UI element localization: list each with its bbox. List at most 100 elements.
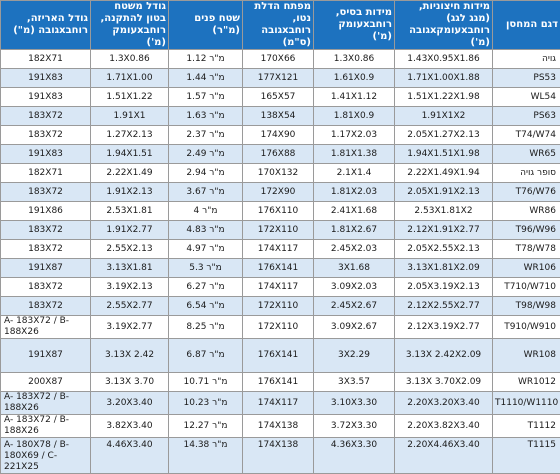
concrete-pad-cell: 4.46X3.40: [91, 438, 169, 474]
interior-area-cell: מ"ר 1.57: [169, 88, 243, 107]
concrete-pad-cell: 3.13X 3.70: [91, 373, 169, 392]
door-opening-cell: 172X110: [243, 297, 314, 316]
model-name-cell: WR106: [493, 259, 560, 278]
concrete-pad-cell: 1.91X1: [91, 107, 169, 126]
model-name-cell: T1112: [493, 415, 560, 438]
interior-area-cell: מ"ר 14.38: [169, 438, 243, 474]
package-size-cell: A- 183X72 / B-188X26: [1, 392, 91, 415]
concrete-pad-cell: 3.13X 2.42: [91, 339, 169, 373]
concrete-pad-cell: 3.20X3.40: [91, 392, 169, 415]
base-dimensions-cell: 4.36X3.30: [314, 438, 395, 474]
model-name-cell: T1110/W1110: [493, 392, 560, 415]
concrete-pad-cell: 3.82X3.40: [91, 415, 169, 438]
package-size-cell: 183X72: [1, 126, 91, 145]
external-dimensions-cell: 3.13X 2.42X2.09: [395, 339, 493, 373]
col-header-package-size: גודל האריזה, רוחבxגובה (מ"): [1, 1, 91, 50]
concrete-pad-cell: 3.19X2.13: [91, 278, 169, 297]
external-dimensions-cell: 2.22X1.49X1.94: [395, 164, 493, 183]
model-name-cell: PS53: [493, 69, 560, 88]
interior-area-cell: מ"ר 6.54: [169, 297, 243, 316]
base-dimensions-cell: 2.45X2.03: [314, 240, 395, 259]
base-dimensions-cell: 3.09X2.67: [314, 316, 395, 339]
external-dimensions-cell: 2.05X2.55X2.13: [395, 240, 493, 259]
base-dimensions-cell: 3X3.57: [314, 373, 395, 392]
interior-area-cell: מ"ר 4.83: [169, 221, 243, 240]
external-dimensions-cell: 2.12X2.55X2.77: [395, 297, 493, 316]
concrete-pad-cell: 1.91X2.13: [91, 183, 169, 202]
base-dimensions-cell: 2.41X1.68: [314, 202, 395, 221]
col-header-door-opening: מפתח הדלת נטו, רוחבxגובה (ס"מ): [243, 1, 314, 50]
concrete-pad-cell: 2.55X2.13: [91, 240, 169, 259]
col-header-base-dimensions: מידות בסיס, רוחבxעומק (מ'): [314, 1, 395, 50]
door-opening-cell: 174X117: [243, 392, 314, 415]
interior-area-cell: מ"ר 6.87: [169, 339, 243, 373]
concrete-pad-cell: 1.91X2.77: [91, 221, 169, 240]
package-size-cell: 200X87: [1, 373, 91, 392]
col-header-shed-model: דגם המחסן: [493, 1, 560, 50]
door-opening-cell: 174X138: [243, 415, 314, 438]
door-opening-cell: 170X132: [243, 164, 314, 183]
external-dimensions-cell: 2.20X3.82X3.40: [395, 415, 493, 438]
model-name-cell: T910/W910: [493, 316, 560, 339]
door-opening-cell: 170X66: [243, 50, 314, 69]
model-name-cell: סופר גויה: [493, 164, 560, 183]
base-dimensions-cell: 1.81X2.03: [314, 183, 395, 202]
external-dimensions-cell: 1.71X1.00X1.88: [395, 69, 493, 88]
package-size-cell: 183X72: [1, 221, 91, 240]
door-opening-cell: 176X141: [243, 259, 314, 278]
external-dimensions-cell: 3.13X1.81X2.09: [395, 259, 493, 278]
package-size-cell: 191X83: [1, 145, 91, 164]
package-size-cell: 191X83: [1, 69, 91, 88]
model-name-cell: T96/W96: [493, 221, 560, 240]
door-opening-cell: 176X141: [243, 339, 314, 373]
model-name-cell: T98/W98: [493, 297, 560, 316]
concrete-pad-cell: 2.55X2.77: [91, 297, 169, 316]
model-name-cell: T76/W76: [493, 183, 560, 202]
external-dimensions-cell: 3.13X 3.70X2.09: [395, 373, 493, 392]
door-opening-cell: 176X110: [243, 202, 314, 221]
concrete-pad-cell: 1.71X1.00: [91, 69, 169, 88]
model-name-cell: T74/W74: [493, 126, 560, 145]
base-dimensions-cell: 3X2.29: [314, 339, 395, 373]
interior-area-cell: מ"ר 1.63: [169, 107, 243, 126]
model-name-cell: PS63: [493, 107, 560, 126]
interior-area-cell: מ"ר 12.27: [169, 415, 243, 438]
interior-area-cell: מ"ר 2.94: [169, 164, 243, 183]
model-name-cell: T78/W78: [493, 240, 560, 259]
package-size-cell: 191X83: [1, 88, 91, 107]
package-size-cell: A- 183X72 / B-188X26: [1, 415, 91, 438]
interior-area-cell: מ"ר 1.12: [169, 50, 243, 69]
concrete-pad-cell: 2.22X1.49: [91, 164, 169, 183]
base-dimensions-cell: 3X1.68: [314, 259, 395, 278]
external-dimensions-cell: 2.05X3.19X2.13: [395, 278, 493, 297]
base-dimensions-cell: 1.81X1.38: [314, 145, 395, 164]
package-size-cell: 183X72: [1, 107, 91, 126]
base-dimensions-cell: 3.09X2.03: [314, 278, 395, 297]
package-size-cell: 182X71: [1, 50, 91, 69]
external-dimensions-cell: 2.05X1.27X2.13: [395, 126, 493, 145]
model-name-cell: T1115: [493, 438, 560, 474]
door-opening-cell: 177X121: [243, 69, 314, 88]
concrete-pad-cell: 1.27X2.13: [91, 126, 169, 145]
model-name-cell: גויה: [493, 50, 560, 69]
door-opening-cell: 176X141: [243, 373, 314, 392]
interior-area-cell: מ"ר 3.67: [169, 183, 243, 202]
col-header-concrete-pad: גודל משטח בטון להתקנה, רוחבxעומק (מ'): [91, 1, 169, 50]
interior-area-cell: מ"ר 2.37: [169, 126, 243, 145]
